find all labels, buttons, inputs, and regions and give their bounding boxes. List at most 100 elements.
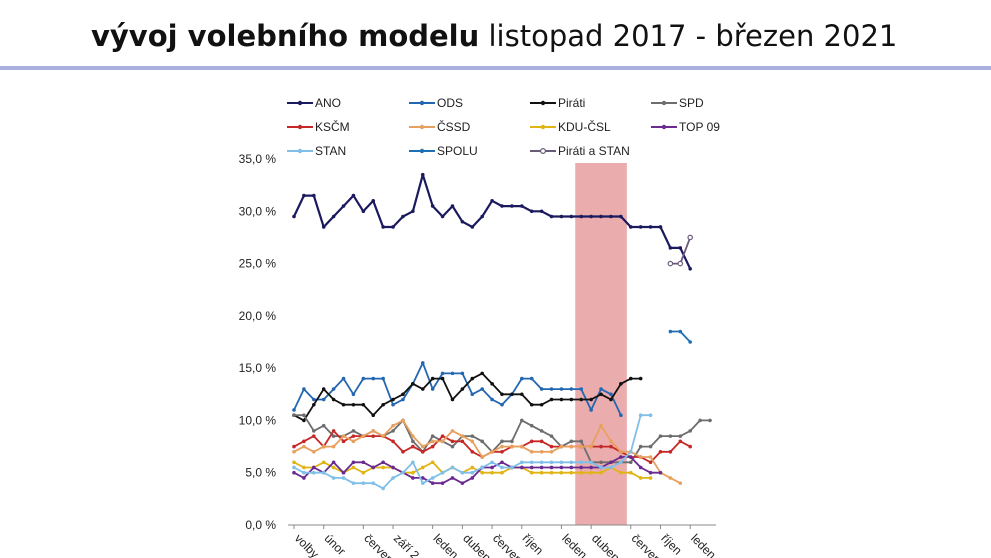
legend-label: ČSSD <box>437 119 471 134</box>
data-point <box>579 465 584 470</box>
series-line-Piráti a STAN <box>670 237 692 265</box>
data-point <box>539 439 544 444</box>
data-point <box>579 439 584 444</box>
data-point <box>609 397 613 402</box>
data-point <box>440 434 445 438</box>
data-point <box>599 392 603 397</box>
x-tick-label: leden <box>431 531 462 558</box>
data-point <box>312 434 316 438</box>
data-point <box>539 402 544 407</box>
data-point <box>579 214 584 219</box>
data-point <box>391 397 395 402</box>
data-point <box>460 219 465 224</box>
x-tick-label: duben <box>589 531 622 558</box>
data-point <box>430 376 435 381</box>
data-point <box>648 460 653 465</box>
data-point <box>559 387 564 391</box>
data-point <box>668 434 673 438</box>
data-point <box>331 465 336 470</box>
data-point <box>391 476 395 480</box>
data-point <box>420 172 425 177</box>
legend-label: KDU-ČSL <box>558 119 611 134</box>
data-point <box>371 376 376 381</box>
y-tick-label: 10,0 % <box>239 413 277 427</box>
data-point <box>430 387 435 391</box>
data-point <box>668 246 673 250</box>
data-point <box>381 376 385 381</box>
data-point <box>569 387 574 391</box>
data-point <box>579 444 584 449</box>
data-point <box>539 465 544 470</box>
data-point <box>470 470 475 475</box>
data-point <box>638 476 643 480</box>
data-point <box>420 444 425 449</box>
series-line-ANO <box>293 173 692 270</box>
data-point <box>341 434 346 438</box>
data-point <box>292 460 296 465</box>
data-point <box>371 465 376 470</box>
data-point <box>411 434 415 438</box>
data-point <box>440 214 445 219</box>
data-point <box>430 434 435 438</box>
data-point <box>500 402 504 407</box>
data-point <box>579 397 584 402</box>
data-point <box>599 444 603 449</box>
data-point <box>490 460 494 465</box>
legend-label: TOP 09 <box>679 120 720 134</box>
data-point <box>500 460 504 465</box>
data-point <box>450 439 455 444</box>
data-point <box>520 465 524 470</box>
data-point <box>420 476 425 480</box>
data-point <box>420 361 425 365</box>
data-point <box>589 408 593 412</box>
data-point <box>411 209 415 214</box>
data-point <box>371 481 376 485</box>
data-point <box>549 387 554 391</box>
data-point <box>371 413 376 418</box>
data-point <box>411 460 415 465</box>
data-point <box>678 439 683 444</box>
data-point <box>430 481 435 485</box>
legend-label: ANO <box>315 96 341 110</box>
data-point <box>520 418 524 423</box>
data-point <box>302 444 306 449</box>
data-point <box>619 460 623 465</box>
data-point <box>628 376 633 381</box>
title-bold-part: vývoj volebního modelu <box>91 19 480 53</box>
data-point <box>361 402 366 407</box>
data-point <box>321 470 326 475</box>
data-point <box>599 470 603 475</box>
data-point <box>628 450 633 454</box>
y-tick-label: 5,0 % <box>245 466 276 480</box>
data-point <box>391 423 395 428</box>
data-point <box>619 214 623 219</box>
data-point <box>292 470 296 475</box>
data-point <box>411 476 415 480</box>
legend-marker <box>297 148 303 154</box>
data-point <box>321 460 326 465</box>
data-point <box>638 376 643 381</box>
data-point <box>450 371 455 376</box>
data-point <box>480 455 484 459</box>
data-point <box>450 204 455 208</box>
data-point <box>411 444 415 449</box>
header: vývoj volebního modelu listopad 2017 - b… <box>0 0 991 66</box>
data-point <box>619 413 623 418</box>
data-point <box>312 193 316 198</box>
data-point <box>351 460 356 465</box>
data-point <box>292 450 296 454</box>
data-point <box>302 476 306 480</box>
data-point <box>361 376 366 381</box>
data-point <box>440 371 445 376</box>
data-point <box>450 476 455 480</box>
data-point <box>331 476 336 480</box>
data-point <box>331 434 336 438</box>
data-point <box>460 434 465 438</box>
data-point <box>401 418 405 423</box>
data-point <box>529 450 534 454</box>
data-point <box>331 444 336 449</box>
data-point <box>351 193 356 198</box>
data-point <box>539 460 544 465</box>
data-point <box>321 225 326 229</box>
data-point <box>510 465 514 470</box>
